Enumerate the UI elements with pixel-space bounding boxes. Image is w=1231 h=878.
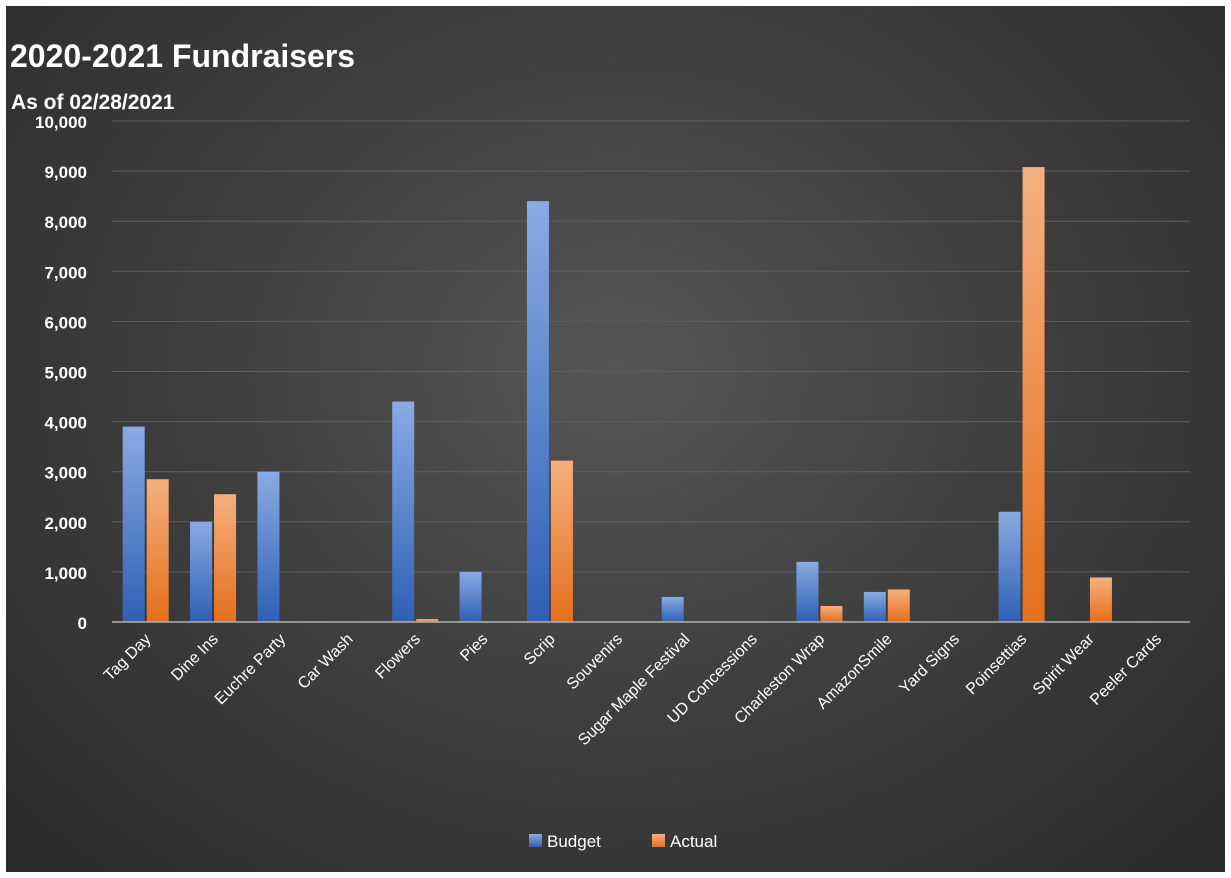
y-tick-label: 0 [78, 614, 87, 633]
bar-budget-scrip [526, 201, 549, 622]
x-tick-label: Tag Day [101, 631, 155, 685]
y-tick-label: 6,000 [44, 313, 87, 332]
y-tick-label: 10,000 [35, 113, 87, 132]
x-tick-label: Sugar Maple Festival [575, 631, 693, 749]
x-tick-label: Yard Signs [896, 631, 963, 698]
chart-subtitle: As of 02/28/2021 [11, 91, 175, 114]
x-tick-label: Car Wash [295, 631, 357, 693]
gridlines [112, 120, 1190, 573]
legend-label-budget: Budget [547, 832, 601, 851]
x-tick-label: Dine Ins [168, 631, 222, 685]
y-tick-label: 7,000 [44, 263, 87, 282]
bars [122, 167, 1112, 623]
legend: Budget Actual [529, 832, 717, 851]
y-axis-tick-labels: 0 1,000 2,000 3,000 4,000 5,000 6,000 7,000 8,00… [35, 113, 87, 633]
y-tick-label: 3,000 [44, 464, 87, 483]
legend-swatch-budget [529, 834, 542, 847]
bar-actual-amazonsmile [887, 589, 910, 622]
bar-budget-charleston-wrap [796, 561, 819, 622]
bar-budget-tag-day [122, 426, 145, 622]
bar-actual-dine-ins [214, 494, 237, 622]
chart-area [6, 6, 1225, 872]
bar-actual-spirit-wear [1089, 577, 1112, 622]
bar-budget-poinsettias [998, 511, 1021, 622]
x-tick-label: Pies [457, 631, 491, 665]
bar-budget-pies [459, 571, 482, 622]
bar-budget-dine-ins [190, 521, 213, 622]
bar-budget-amazonsmile [863, 591, 886, 622]
legend-label-actual: Actual [670, 832, 717, 851]
legend-swatch-actual [652, 834, 665, 847]
y-tick-label: 5,000 [44, 364, 87, 383]
bar-actual-poinsettias [1022, 167, 1045, 623]
x-tick-label: Spirit Wear [1030, 630, 1098, 698]
bar-actual-scrip [550, 460, 573, 622]
y-tick-label: 9,000 [44, 163, 87, 182]
x-tick-label: Flowers [372, 631, 424, 683]
y-tick-label: 8,000 [44, 213, 87, 232]
y-tick-label: 2,000 [44, 514, 87, 533]
bar-budget-flowers [392, 401, 415, 622]
y-tick-label: 1,000 [44, 564, 87, 583]
bar-budget-sugar-maple-festival [661, 596, 684, 622]
x-tick-label: Poinsettias [963, 631, 1030, 698]
x-tick-label: Souvenirs [564, 631, 626, 693]
x-tick-label: Peeler Cards [1087, 631, 1165, 709]
bar-actual-flowers [416, 618, 439, 622]
y-tick-label: 4,000 [44, 414, 87, 433]
bar-actual-charleston-wrap [820, 605, 843, 622]
x-tick-label: Euchre Party [212, 631, 289, 708]
bar-budget-euchre-party [257, 471, 280, 622]
x-tick-label: Scrip [521, 631, 559, 669]
bar-actual-tag-day [146, 479, 169, 622]
chart-title: 2020-2021 Fundraisers [10, 38, 355, 74]
